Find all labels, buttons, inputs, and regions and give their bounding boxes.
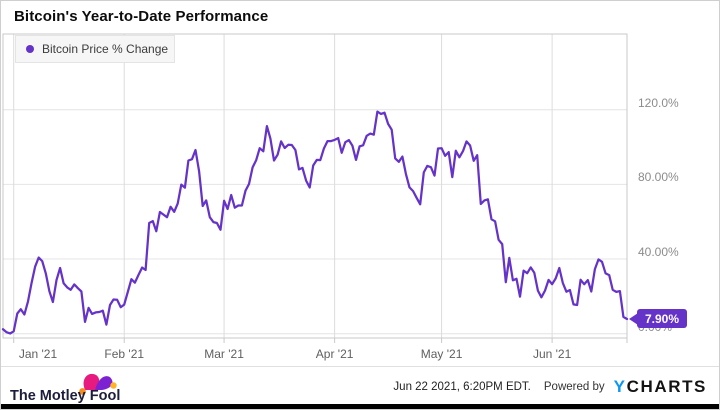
legend-label: Bitcoin Price % Change [42, 42, 169, 56]
legend: Bitcoin Price % Change [15, 35, 175, 63]
motley-fool-wordmark: The Motley Fool. [10, 388, 120, 404]
x-axis-label: Feb '21 [104, 347, 145, 361]
y-axis-label: 80.00% [638, 170, 679, 185]
x-axis-label: Apr '21 [315, 347, 354, 361]
powered-by-label: Powered by [543, 380, 605, 393]
jester-hat-icon [79, 373, 117, 395]
price-line [1, 110, 629, 335]
ycharts-wordmark: CHARTS [626, 376, 707, 396]
y-axis-label: 40.00% [638, 245, 679, 260]
ycharts-y-icon: Y [613, 376, 627, 396]
x-axis-label: Jan '21 [18, 347, 58, 361]
bottom-bar [1, 404, 719, 409]
footer-divider [1, 366, 719, 367]
price-chart: Bitcoin Price % Change 120.0% 80.00% 40.… [1, 1, 719, 366]
series-swatch-icon [26, 45, 34, 53]
last-value-badge: 7.90% [637, 309, 688, 329]
plot-border [2, 33, 628, 339]
footer: The Motley Fool. Jun 22 2021, 6:20PM EDT… [1, 367, 719, 406]
x-axis-label: May '21 [420, 347, 463, 361]
x-axis-label: Mar '21 [204, 347, 244, 361]
timestamp: Jun 22 2021, 6:20PM EDT. [393, 380, 531, 393]
ycharts-logo[interactable]: YCHARTS [614, 377, 707, 397]
motley-fool-logo[interactable]: The Motley Fool. [10, 370, 120, 404]
price-line-chart-canvas [1, 33, 629, 343]
y-axis-label: 120.0% [638, 95, 679, 110]
x-axis-label: Jun '21 [532, 347, 572, 361]
chart-title: Bitcoin's Year-to-Date Performance [14, 8, 269, 25]
